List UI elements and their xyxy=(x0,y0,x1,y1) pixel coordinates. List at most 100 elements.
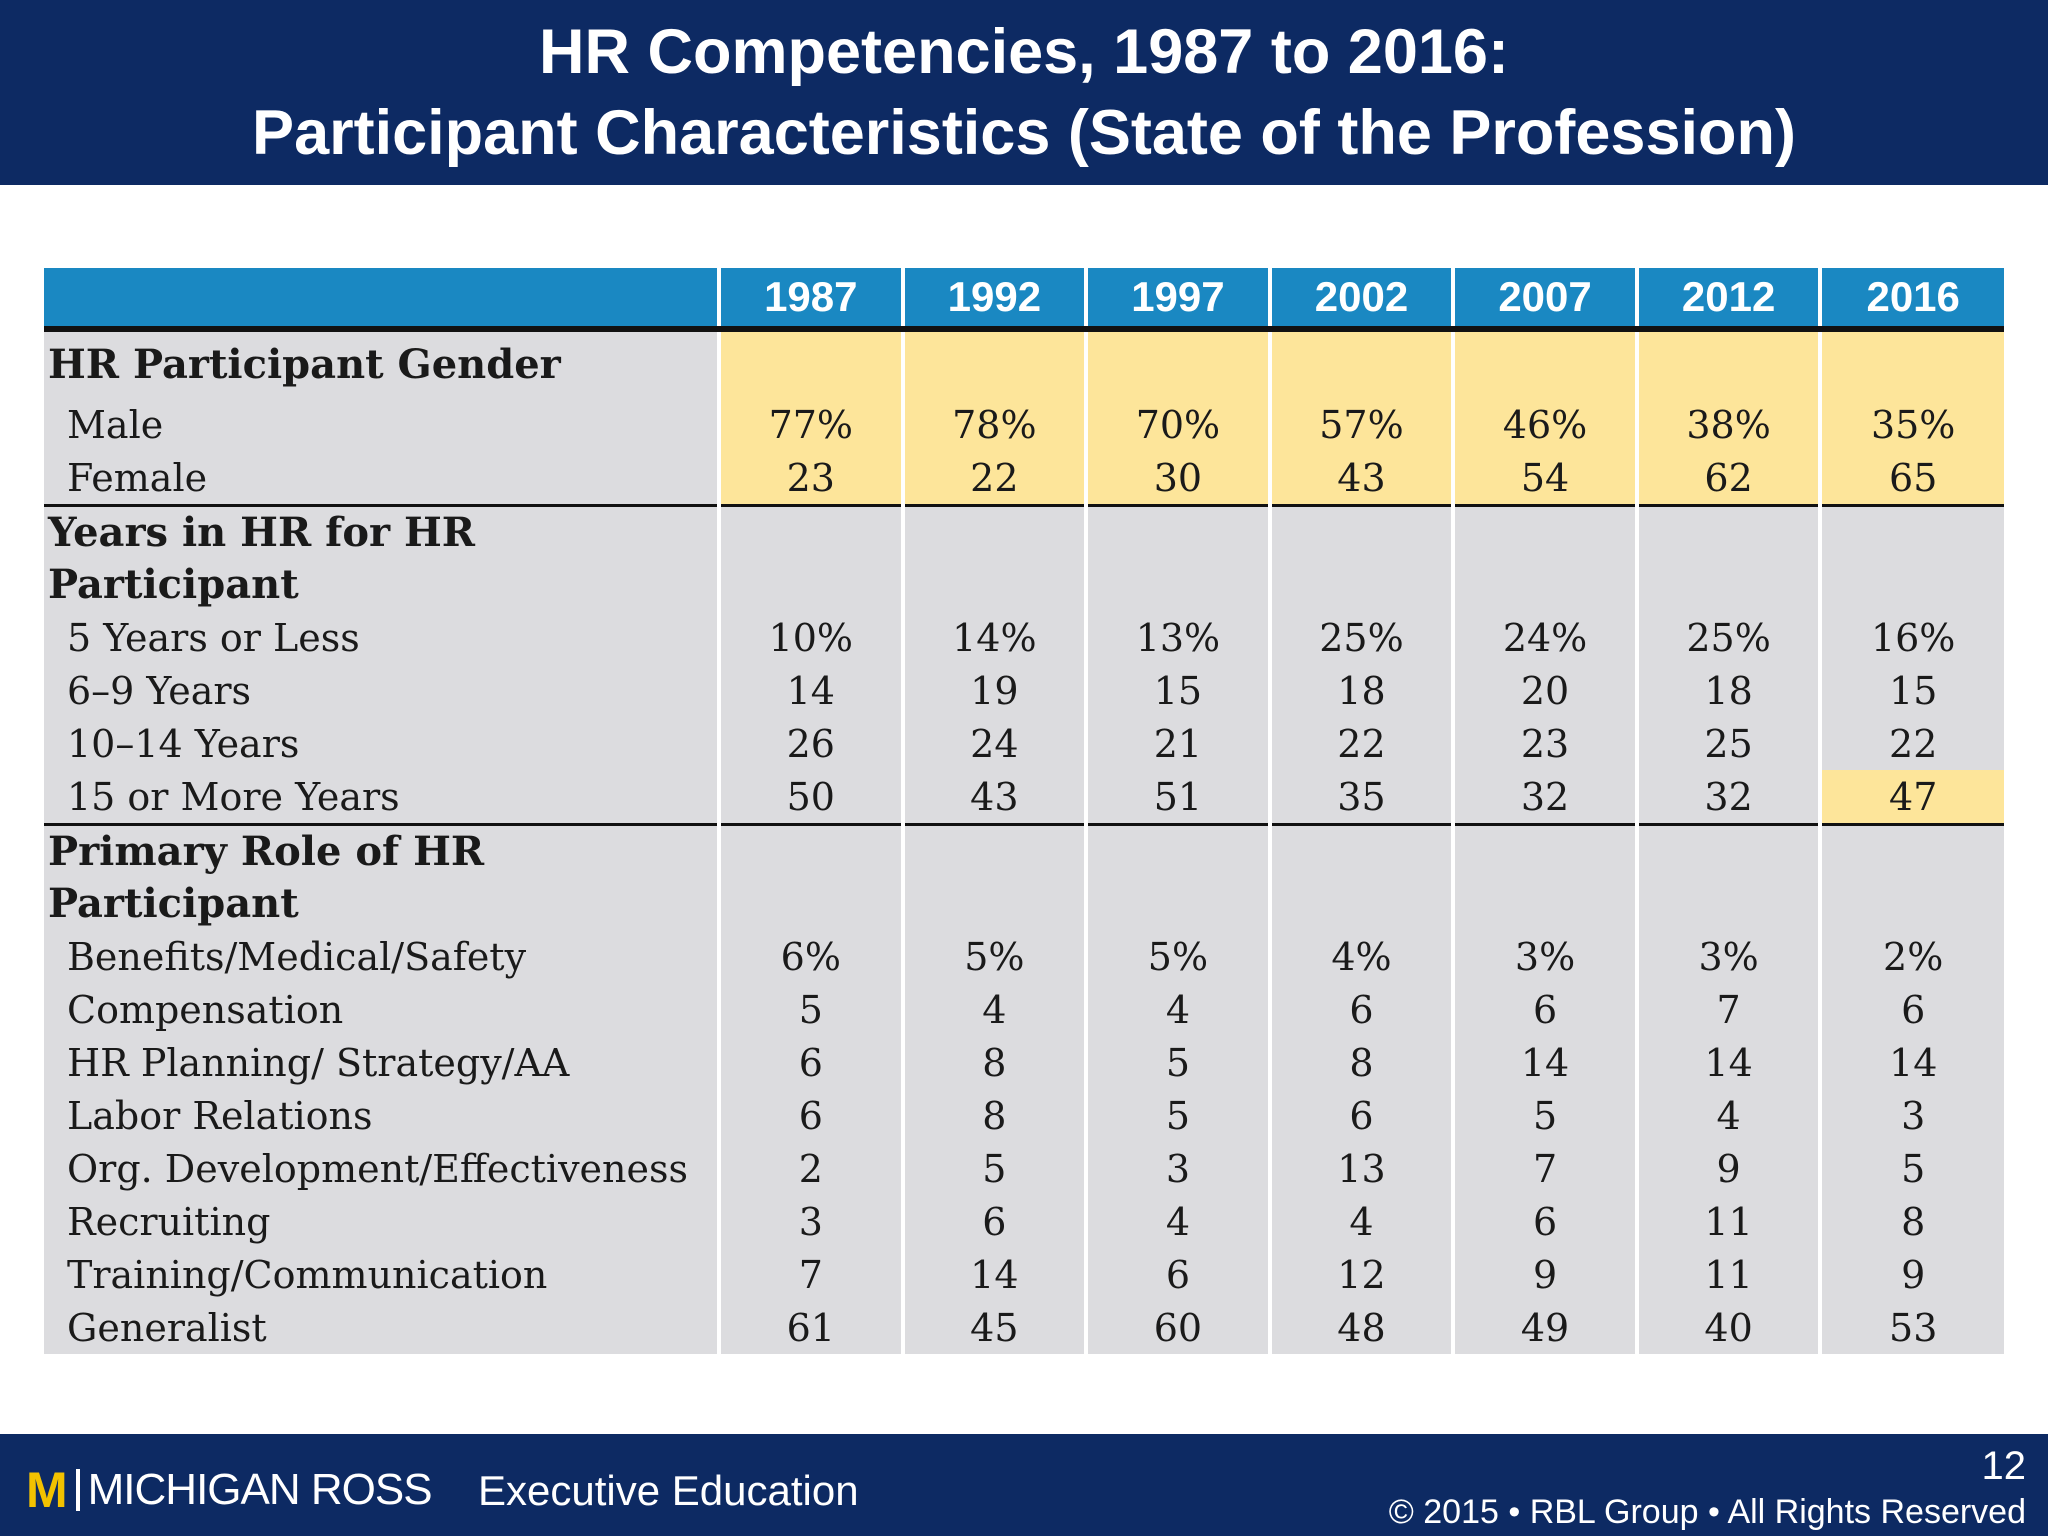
row-label: HR Planning/ Strategy/AA xyxy=(44,1036,720,1089)
table-cell xyxy=(1818,329,2004,398)
table-cell: 8 xyxy=(900,1036,1087,1089)
table-cell: 7 xyxy=(717,1248,903,1301)
table-cell xyxy=(717,505,903,611)
table-cell: 5 xyxy=(1084,1089,1270,1142)
table-cell: 54 xyxy=(1451,451,1637,507)
table-cell: 3 xyxy=(1818,1089,2004,1142)
table-cell: 14 xyxy=(900,1248,1087,1301)
table-row: Benefits/Medical/Safety 6% 5% 5% 4% 3% 3… xyxy=(44,930,2004,983)
table-row: Labor Relations 6 8 5 6 5 4 3 xyxy=(44,1089,2004,1142)
table-cell: 70% xyxy=(1084,398,1270,451)
section-title-years-in-hr: Years in HR for HR Participant xyxy=(44,505,720,611)
year-header-2016: 2016 xyxy=(1818,268,2004,332)
table-cell: 14 xyxy=(717,664,903,717)
table-cell: 6% xyxy=(717,930,903,983)
table-cell: 22 xyxy=(900,451,1087,507)
copyright-notice: © 2015 • RBL Group • All Rights Reserved xyxy=(1388,1493,2026,1531)
table-cell-highlighted: 47 xyxy=(1818,770,2004,826)
table-cell: 2 xyxy=(717,1142,903,1195)
table-row: 15 or More Years 50 43 51 35 32 32 47 xyxy=(44,770,2004,826)
table-cell: 13 xyxy=(1267,1142,1454,1195)
section-header-row: HR Participant Gender xyxy=(44,329,2004,398)
table-cell: 14 xyxy=(1818,1036,2004,1089)
section-title-gender: HR Participant Gender xyxy=(44,329,720,398)
table-cell xyxy=(1084,824,1270,930)
table-cell: 8 xyxy=(1818,1195,2004,1248)
table-cell: 21 xyxy=(1084,717,1270,770)
table-cell xyxy=(900,329,1087,398)
table-cell: 25% xyxy=(1634,611,1821,664)
table-cell: 18 xyxy=(1267,664,1454,717)
year-header-1997: 1997 xyxy=(1084,268,1270,332)
row-label: Generalist xyxy=(44,1301,720,1354)
table-row: HR Planning/ Strategy/AA 6 8 5 8 14 14 1… xyxy=(44,1036,2004,1089)
row-label: Labor Relations xyxy=(44,1089,720,1142)
table-cell: 8 xyxy=(1267,1036,1454,1089)
table-cell: 12 xyxy=(1267,1248,1454,1301)
table-cell: 22 xyxy=(1818,717,2004,770)
year-header-2007: 2007 xyxy=(1451,268,1637,332)
table-cell: 14 xyxy=(1451,1036,1637,1089)
table-cell: 4 xyxy=(1084,983,1270,1036)
header-blank-cell xyxy=(44,268,720,332)
table-cell: 3 xyxy=(1084,1142,1270,1195)
table-cell xyxy=(1634,329,1821,398)
table-cell: 22 xyxy=(1267,717,1454,770)
table-cell: 5% xyxy=(900,930,1087,983)
table-cell: 43 xyxy=(900,770,1087,826)
table-cell xyxy=(1818,824,2004,930)
table-cell: 35% xyxy=(1818,398,2004,451)
table-row: 6–9 Years 14 19 15 18 20 18 15 xyxy=(44,664,2004,717)
program-name: Executive Education xyxy=(478,1467,859,1514)
table-cell: 3 xyxy=(717,1195,903,1248)
table-cell: 5 xyxy=(1818,1142,2004,1195)
table-cell xyxy=(900,505,1087,611)
row-label: 5 Years or Less xyxy=(44,611,720,664)
table-cell: 6 xyxy=(1267,1089,1454,1142)
participant-characteristics-table: 1987 1992 1997 2002 2007 2012 2016 HR Pa… xyxy=(44,268,2004,1354)
table-row: Org. Development/Effectiveness 2 5 3 13 … xyxy=(44,1142,2004,1195)
table-cell: 4 xyxy=(1084,1195,1270,1248)
table-cell: 6 xyxy=(1451,983,1637,1036)
table-cell: 4% xyxy=(1267,930,1454,983)
table-cell xyxy=(1084,505,1270,611)
table-cell: 65 xyxy=(1818,451,2004,507)
table-cell: 4 xyxy=(1634,1089,1821,1142)
section-header-row: Primary Role of HR Participant xyxy=(44,824,2004,930)
table-row: Compensation 5 4 4 6 6 7 6 xyxy=(44,983,2004,1036)
table-row: Female 23 22 30 43 54 62 65 xyxy=(44,451,2004,507)
table-cell: 50 xyxy=(717,770,903,826)
table-cell: 26 xyxy=(717,717,903,770)
table-cell: 9 xyxy=(1451,1248,1637,1301)
table-cell xyxy=(1084,329,1270,398)
section-title-primary-role: Primary Role of HR Participant xyxy=(44,824,720,930)
table-cell: 15 xyxy=(1084,664,1270,717)
row-label: 10–14 Years xyxy=(44,717,720,770)
row-label: Training/Communication xyxy=(44,1248,720,1301)
table-cell: 6 xyxy=(1818,983,2004,1036)
table-cell: 62 xyxy=(1634,451,1821,507)
table-cell: 9 xyxy=(1634,1142,1821,1195)
section-header-row: Years in HR for HR Participant xyxy=(44,505,2004,611)
table-cell: 40 xyxy=(1634,1301,1821,1354)
table-cell: 18 xyxy=(1634,664,1821,717)
table-cell: 7 xyxy=(1634,983,1821,1036)
table-row: Training/Communication 7 14 6 12 9 11 9 xyxy=(44,1248,2004,1301)
table-cell: 5 xyxy=(717,983,903,1036)
table-cell: 5 xyxy=(900,1142,1087,1195)
table-cell: 10% xyxy=(717,611,903,664)
table-cell xyxy=(1451,505,1637,611)
row-label: Org. Development/Effectiveness xyxy=(44,1142,720,1195)
table-cell: 48 xyxy=(1267,1301,1454,1354)
table-cell: 6 xyxy=(1451,1195,1637,1248)
row-label: Compensation xyxy=(44,983,720,1036)
year-header-1992: 1992 xyxy=(900,268,1087,332)
table-cell: 38% xyxy=(1634,398,1821,451)
table-cell: 20 xyxy=(1451,664,1637,717)
year-header-2002: 2002 xyxy=(1267,268,1454,332)
table-row: Male 77% 78% 70% 57% 46% 38% 35% xyxy=(44,398,2004,451)
table-cell: 2% xyxy=(1818,930,2004,983)
table-cell: 24 xyxy=(900,717,1087,770)
table-cell: 53 xyxy=(1818,1301,2004,1354)
slide-title-line-2: Participant Characteristics (State of th… xyxy=(252,98,1796,168)
